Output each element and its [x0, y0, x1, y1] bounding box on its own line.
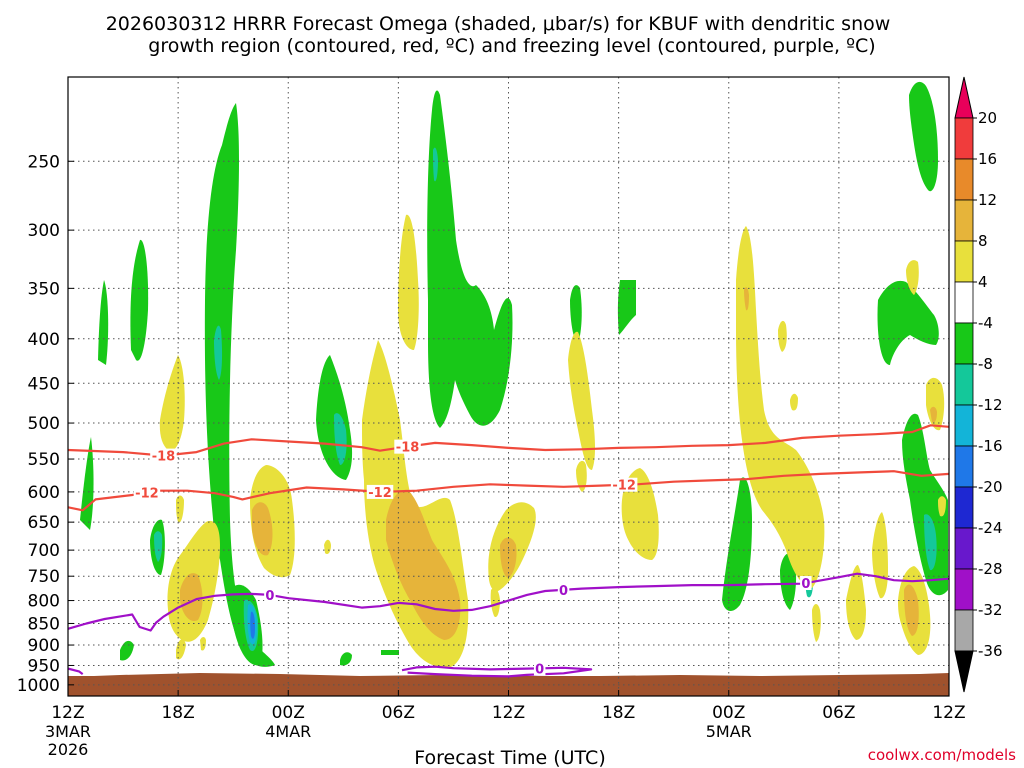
contour-label-bg	[394, 439, 421, 454]
colorbar-label: -28	[978, 560, 1003, 578]
y-tick-label: 800	[28, 592, 60, 612]
contour-label-dgz-minus12: -12	[135, 487, 159, 502]
colorbar-label: 20	[978, 109, 997, 127]
y-tick-label: 500	[28, 414, 60, 434]
contour-label-freezing-level-lower: 0	[535, 662, 544, 677]
contour-label-bg	[133, 485, 161, 500]
colorbar-top-arrow	[954, 76, 974, 119]
contour-label-bg	[366, 484, 394, 499]
y-tick-label: 900	[28, 636, 60, 656]
x-tick-year-label: 2026	[48, 740, 89, 759]
x-tick-date-label: 4MAR	[265, 722, 311, 741]
colorbar-label: -4	[978, 314, 993, 332]
colorbar-swatch	[954, 158, 974, 201]
x-tick-label: 00Z	[712, 703, 745, 723]
contour-labels: -18 -18 -12 -12 -12 0 0 0 0	[133, 439, 812, 677]
colorbar-swatch	[954, 281, 974, 324]
x-tick-label: 00Z	[272, 703, 305, 723]
x-tick-label: 06Z	[822, 703, 855, 723]
colorbar-label: 16	[978, 150, 997, 168]
y-tick-label: 550	[28, 450, 60, 470]
x-tick-date-label: 5MAR	[706, 722, 752, 741]
colorbar-swatch	[954, 322, 974, 365]
colorbar-swatch	[954, 486, 974, 529]
contour-label-dgz-minus18: -18	[396, 441, 420, 456]
colorbar-label: -36	[978, 642, 1003, 660]
contour-label-bg	[800, 576, 812, 591]
colorbar-swatch	[954, 199, 974, 242]
y-tick-label: 300	[28, 221, 60, 241]
colorbar-label: 8	[978, 232, 988, 250]
chart-title-line1: 2026030312 HRRR Forecast Omega (shaded, …	[106, 13, 891, 35]
colorbar-label: -32	[978, 601, 1003, 619]
contour-freezing-level-upper	[68, 572, 949, 632]
colorbar-label: 12	[978, 191, 997, 209]
colorbar-label: -16	[978, 437, 1003, 455]
contour-label-bg	[264, 587, 276, 602]
contour-label-freezing-level-upper: 0	[559, 584, 568, 599]
colorbar-swatch	[954, 404, 974, 447]
plot-area: -18 -18 -12 -12 -12 0 0 0 0	[67, 76, 950, 697]
contour-freezing-level-lower	[401, 665, 593, 678]
x-tick-label: 06Z	[382, 703, 415, 723]
contour-freezing-level-surface	[68, 667, 84, 675]
contour-label-bg	[557, 582, 570, 597]
y-tick-label: 250	[28, 152, 60, 172]
y-tick-label: 950	[28, 656, 60, 676]
colorbar-swatch	[954, 363, 974, 406]
colorbar-bottom-arrow	[954, 650, 974, 693]
y-tick-label: 350	[28, 279, 60, 299]
contour-label-freezing-level-upper: 0	[801, 577, 810, 592]
x-tick-date-label: 3MAR	[45, 722, 91, 741]
contour-label-dgz-minus12: -12	[368, 486, 392, 501]
chart-title-line2: growth region (contoured, red, ºC) and f…	[148, 35, 875, 57]
colorbar-swatch	[954, 609, 974, 652]
colorbar-swatch	[954, 445, 974, 488]
x-tick-label: 12Z	[932, 703, 965, 723]
y-tick-label: 650	[28, 513, 60, 533]
y-tick-label: 700	[28, 541, 60, 561]
colorbar-swatch	[954, 117, 974, 160]
x-axis-label: Forecast Time (UTC)	[414, 747, 605, 768]
y-axis: 2503003504004505005506006507007508008509…	[17, 152, 74, 696]
contour-lines	[68, 424, 949, 678]
y-tick-label: 1000	[17, 676, 60, 696]
contour-label-dgz-minus18: -18	[152, 450, 176, 465]
contour-label-bg	[533, 661, 546, 676]
colorbar-swatch	[954, 527, 974, 570]
colorbar-label: 4	[978, 273, 988, 291]
colorbar-label: -20	[978, 478, 1003, 496]
colorbar-label: -24	[978, 519, 1003, 537]
contour-dgz-minus18	[68, 424, 949, 457]
contour-label-bg	[610, 477, 638, 492]
y-tick-label: 600	[28, 483, 60, 503]
contour-dgz-minus12	[68, 470, 949, 512]
x-tick-label: 12Z	[492, 703, 525, 723]
contour-label-freezing-level-upper: 0	[265, 589, 274, 604]
colorbar-label: -8	[978, 355, 993, 373]
x-tick-label: 18Z	[161, 703, 194, 723]
contour-label-dgz-minus12: -12	[612, 479, 636, 494]
x-tick-label: 12Z	[51, 703, 84, 723]
colorbar: 20 16 12 8 4 -4 -8 -12 -16 -20 -24 -28 -32 -36	[954, 76, 1003, 693]
x-tick-label: 18Z	[602, 703, 635, 723]
y-tick-label: 450	[28, 374, 60, 394]
credit-text: coolwx.com/models	[868, 746, 1016, 764]
y-tick-label: 750	[28, 567, 60, 587]
colorbar-swatch	[954, 240, 974, 283]
y-tick-label: 400	[28, 330, 60, 350]
colorbar-label: -12	[978, 396, 1003, 414]
y-tick-label: 850	[28, 614, 60, 634]
contour-label-bg	[150, 448, 177, 463]
colorbar-swatch	[954, 568, 974, 611]
